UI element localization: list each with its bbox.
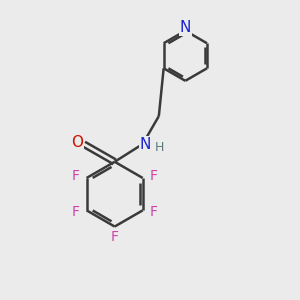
Text: N: N <box>140 136 151 152</box>
Text: F: F <box>111 230 119 244</box>
Text: O: O <box>71 135 83 150</box>
Text: F: F <box>150 205 158 219</box>
Text: F: F <box>71 205 80 219</box>
Text: N: N <box>180 20 191 35</box>
Text: H: H <box>155 141 164 154</box>
Text: F: F <box>150 169 158 184</box>
Text: F: F <box>71 169 80 184</box>
